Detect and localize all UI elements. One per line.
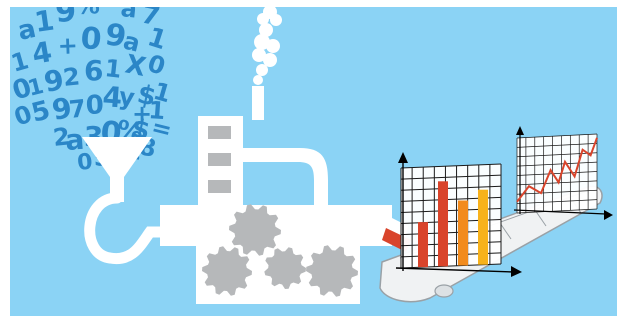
trend-axes xyxy=(513,133,607,215)
smoke-icon xyxy=(252,5,282,85)
number-glyph: + xyxy=(132,100,152,128)
trend-line xyxy=(516,137,598,203)
number-glyph: 1 xyxy=(148,96,167,125)
chart-bar xyxy=(418,222,428,268)
grid-lines xyxy=(516,133,598,214)
number-glyph: 0 xyxy=(76,150,94,176)
gear-icon xyxy=(306,245,358,297)
number-glyph: 7 xyxy=(139,0,163,33)
gear-icon xyxy=(264,247,306,289)
number-glyph: $ xyxy=(135,80,159,113)
chart-bar xyxy=(458,200,468,266)
frame-right xyxy=(617,0,627,323)
arrow-up-icon xyxy=(398,152,408,163)
trend-line-panel xyxy=(513,126,613,220)
chart-bar xyxy=(478,189,488,265)
number-glyph: 9 xyxy=(54,0,77,30)
chimney-icon xyxy=(252,86,264,120)
arrow-up-icon xyxy=(516,126,524,135)
number-glyph: 1 xyxy=(103,54,123,84)
number-glyph: y xyxy=(117,82,137,112)
frame-bottom xyxy=(0,316,627,323)
frame-left xyxy=(0,0,10,323)
number-glyph: 2 xyxy=(52,122,72,152)
pipe-icon xyxy=(84,192,174,265)
number-glyph: 4 xyxy=(102,80,124,114)
arrow-right-icon xyxy=(604,210,613,220)
gear-icon xyxy=(202,246,252,296)
bar-chart-panel xyxy=(395,152,522,277)
window-icon xyxy=(208,126,231,139)
number-glyph: a xyxy=(121,27,143,58)
number-glyph: 0 xyxy=(85,90,104,121)
number-glyph: a xyxy=(64,123,85,157)
number-glyph: 0 xyxy=(79,21,102,57)
number-glyph: 2 xyxy=(62,62,82,92)
frame-top xyxy=(0,0,627,7)
chart-bar xyxy=(438,181,448,267)
factory-windows xyxy=(208,126,231,193)
number-glyph: 1 xyxy=(150,77,174,109)
number-glyph: 7 xyxy=(68,94,88,124)
gear-icon xyxy=(229,204,281,256)
window-icon xyxy=(208,180,231,193)
number-glyph: 1 xyxy=(25,74,46,102)
number-glyph: 1 xyxy=(32,4,56,39)
bar-axes xyxy=(395,160,516,273)
number-glyph: 1 xyxy=(8,46,32,78)
arrow-right-icon xyxy=(511,266,522,277)
gear-cluster xyxy=(202,204,358,297)
window-icon xyxy=(208,153,231,166)
number-glyph: a xyxy=(15,14,38,47)
number-glyph: 6 xyxy=(84,54,103,87)
number-glyph: + xyxy=(57,31,78,60)
number-glyph: 9 xyxy=(103,17,129,55)
